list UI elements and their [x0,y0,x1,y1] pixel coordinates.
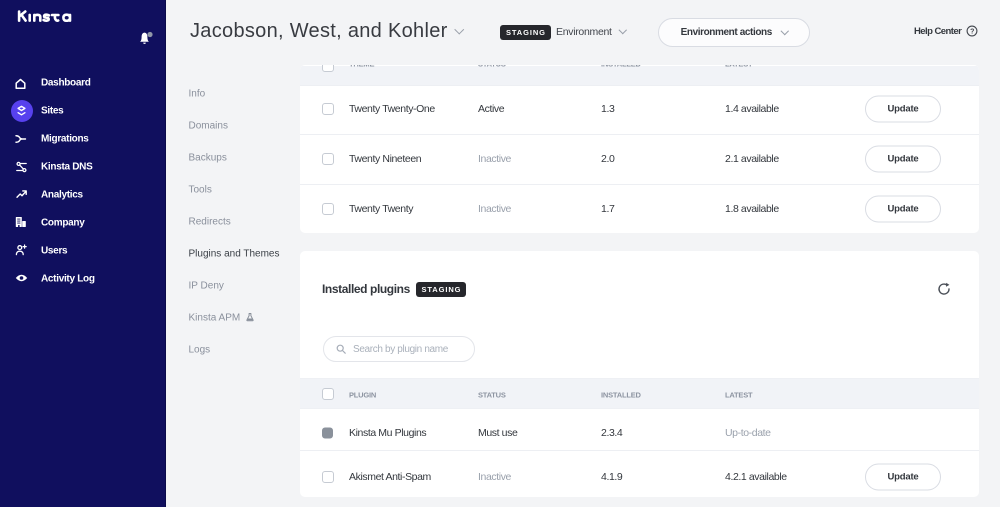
svg-text:?: ? [970,29,974,36]
